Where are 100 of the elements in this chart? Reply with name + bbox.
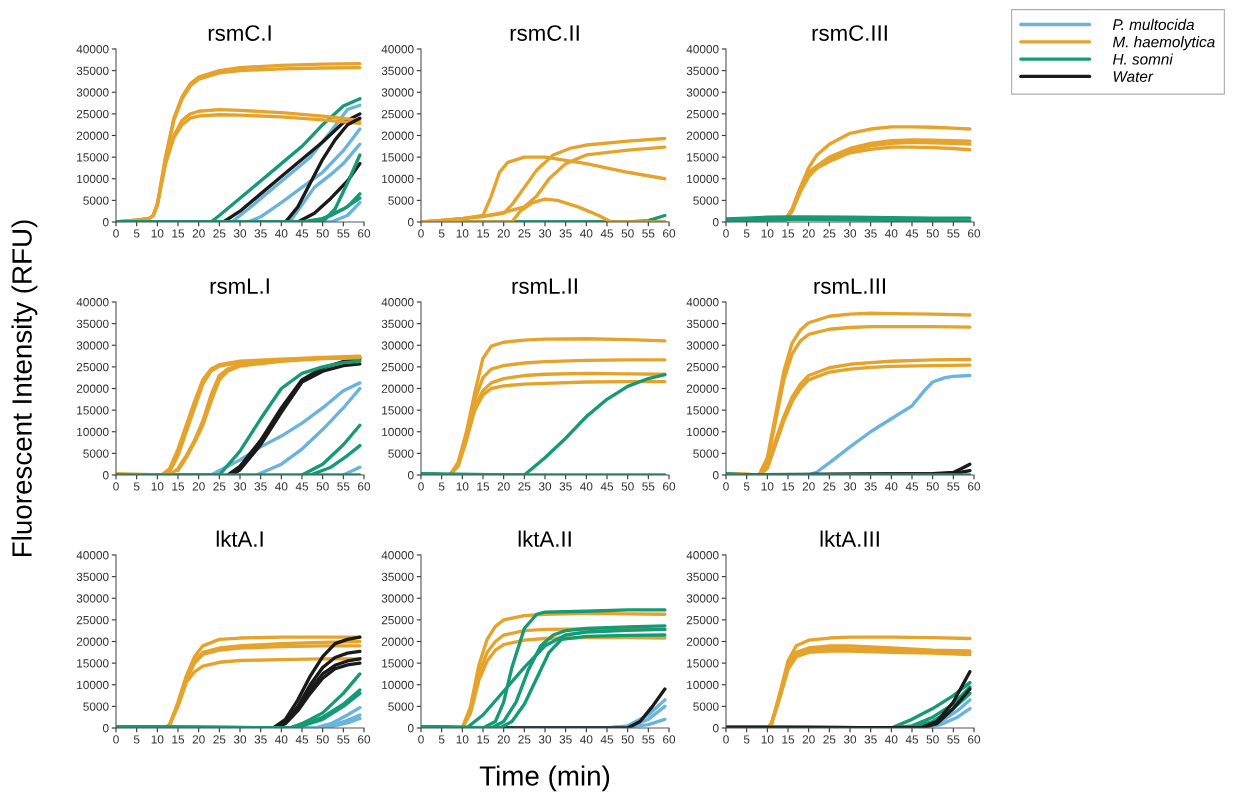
y-tick-label: 15000 xyxy=(687,659,719,668)
x-tick-label: 30 xyxy=(538,482,552,491)
x-tick-label: 55 xyxy=(642,735,655,744)
y-tick-label: 15000 xyxy=(77,406,109,415)
x-tick-label: 50 xyxy=(621,229,634,238)
y-tick-label: 35000 xyxy=(381,66,414,76)
x-tick-label: 40 xyxy=(885,482,898,491)
x-tick-label: 10 xyxy=(151,229,164,238)
x-tick-label: 60 xyxy=(663,735,676,744)
x-tick-label: 5 xyxy=(743,735,750,744)
x-tick-label: 0 xyxy=(723,482,729,491)
x-tick-label: 5 xyxy=(743,482,750,491)
y-tick-label: 0 xyxy=(407,724,414,733)
x-axis-title: Time (min) xyxy=(479,765,610,792)
x-tick-label: 60 xyxy=(968,482,981,491)
x-tick-label: 60 xyxy=(358,482,371,491)
x-tick-label: 55 xyxy=(947,735,960,744)
x-tick-label: 10 xyxy=(456,735,469,744)
x-tick-label: 20 xyxy=(192,735,205,744)
chart-title: rsmL.I xyxy=(210,278,269,294)
x-tick-label: 10 xyxy=(761,735,774,744)
x-tick-label: 0 xyxy=(723,229,729,238)
chart-title: rsmL.III xyxy=(814,278,885,294)
x-tick-label: 35 xyxy=(559,482,572,491)
x-tick-label: 40 xyxy=(885,735,898,744)
x-tick-label: 55 xyxy=(337,735,350,744)
y-tick-label: 10000 xyxy=(77,680,109,690)
x-tick-label: 35 xyxy=(559,735,572,744)
x-tick-label: 55 xyxy=(947,229,960,238)
x-tick-label: 50 xyxy=(316,735,329,744)
x-tick-label: 30 xyxy=(538,229,552,238)
x-tick-label: 50 xyxy=(926,482,939,491)
x-tick-label: 55 xyxy=(947,482,960,491)
y-tick-label: 40000 xyxy=(686,45,719,54)
x-tick-label: 10 xyxy=(761,482,774,491)
x-tick-label: 10 xyxy=(151,735,164,744)
y-tick-label: 10000 xyxy=(77,427,109,437)
x-tick-label: 5 xyxy=(438,229,445,238)
y-tick-label: 35000 xyxy=(76,572,109,582)
y-tick-label: 5000 xyxy=(83,196,109,205)
y-tick-label: 25000 xyxy=(381,362,414,372)
y-tick-label: 20000 xyxy=(381,384,414,393)
x-tick-label: 5 xyxy=(133,482,140,491)
y-tick-label: 5000 xyxy=(693,196,719,205)
x-tick-label: 30 xyxy=(843,735,857,744)
x-tick-label: 40 xyxy=(275,482,288,491)
y-tick-label: 25000 xyxy=(381,109,414,119)
y-tick-label: 5000 xyxy=(388,196,414,205)
x-tick-label: 35 xyxy=(864,229,877,238)
x-tick-label: 50 xyxy=(316,229,329,238)
y-tick-label: 25000 xyxy=(686,615,719,625)
x-tick-label: 40 xyxy=(275,735,288,744)
y-tick-label: 25000 xyxy=(686,109,719,119)
legend-label: M. haemolytica xyxy=(1112,36,1215,51)
x-tick-label: 30 xyxy=(233,735,247,744)
y-tick-label: 40000 xyxy=(381,298,414,307)
y-tick-label: 0 xyxy=(712,471,719,480)
y-tick-label: 25000 xyxy=(76,615,109,625)
x-tick-label: 0 xyxy=(418,229,424,238)
x-tick-label: 20 xyxy=(802,229,815,238)
y-tick-label: 5000 xyxy=(83,449,109,458)
x-tick-label: 10 xyxy=(151,482,164,491)
x-tick-label: 35 xyxy=(559,229,572,238)
y-tick-label: 0 xyxy=(407,218,414,227)
chart-title: lktA.I xyxy=(216,530,263,547)
x-tick-label: 15 xyxy=(172,229,185,238)
x-tick-label: 60 xyxy=(358,735,371,744)
x-tick-label: 5 xyxy=(133,735,140,744)
y-tick-label: 35000 xyxy=(686,572,719,582)
x-tick-label: 40 xyxy=(580,482,593,491)
y-tick-label: 20000 xyxy=(76,131,109,140)
y-tick-label: 35000 xyxy=(76,319,109,329)
x-tick-label: 30 xyxy=(233,229,247,238)
y-tick-label: 40000 xyxy=(76,45,109,54)
x-tick-label: 10 xyxy=(456,229,469,238)
x-tick-label: 60 xyxy=(663,482,676,491)
legend-label: Water xyxy=(1113,71,1154,82)
x-tick-label: 55 xyxy=(642,482,655,491)
y-tick-label: 20000 xyxy=(686,131,719,140)
x-tick-label: 30 xyxy=(538,735,552,744)
y-tick-label: 15000 xyxy=(382,659,414,668)
y-tick-label: 10000 xyxy=(382,427,414,437)
y-tick-label: 5000 xyxy=(388,449,414,458)
x-tick-label: 15 xyxy=(172,735,185,744)
y-tick-label: 30000 xyxy=(686,88,719,97)
x-tick-label: 25 xyxy=(823,229,836,238)
x-tick-label: 0 xyxy=(113,482,119,491)
x-tick-label: 25 xyxy=(213,229,226,238)
x-tick-label: 45 xyxy=(295,482,309,491)
x-tick-label: 35 xyxy=(254,735,267,744)
y-tick-label: 5000 xyxy=(388,702,414,711)
y-tick-label: 35000 xyxy=(686,66,719,76)
y-tick-label: 10000 xyxy=(77,174,109,184)
x-tick-label: 35 xyxy=(864,482,877,491)
x-tick-label: 45 xyxy=(295,229,309,238)
chart-title: rsmL.II xyxy=(512,278,577,294)
x-tick-label: 15 xyxy=(477,735,490,744)
x-tick-label: 60 xyxy=(358,229,371,238)
x-tick-label: 5 xyxy=(438,735,445,744)
x-tick-label: 40 xyxy=(885,229,898,238)
